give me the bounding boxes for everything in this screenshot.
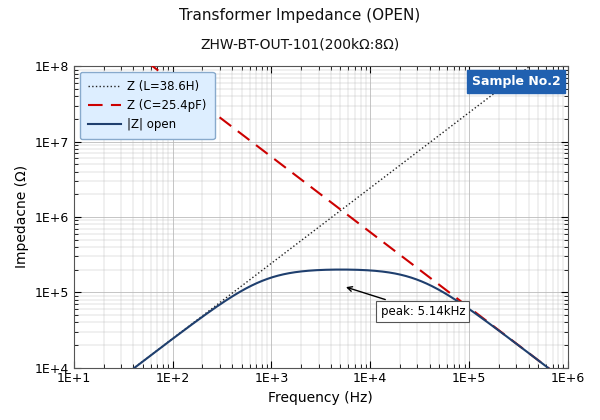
|Z| open: [338, 267, 345, 272]
Text: ZHW-BT-OUT-101(200kΩ:8Ω): ZHW-BT-OUT-101(200kΩ:8Ω): [200, 38, 400, 52]
|Z| open: [100, 388, 107, 394]
|Z| open: [545, 366, 553, 371]
Legend: Z (L=38.6H), Z (C=25.4pF), |Z| open: Z (L=38.6H), Z (C=25.4pF), |Z| open: [80, 72, 215, 139]
Text: peak: 5.14kHz: peak: 5.14kHz: [347, 287, 465, 318]
Line: Z (C=25.4pF): Z (C=25.4pF): [74, 6, 575, 389]
|Z| open: [70, 412, 77, 417]
|Z| open: [73, 410, 80, 415]
Text: Sample No.2: Sample No.2: [472, 75, 560, 88]
|Z| open: [169, 337, 176, 342]
Z (C=25.4pF): [169, 79, 176, 84]
Text: Transformer Impedance (OPEN): Transformer Impedance (OPEN): [179, 8, 421, 24]
Z (L=38.6H): [572, 29, 579, 34]
Z (L=38.6H): [169, 336, 176, 341]
Z (C=25.4pF): [316, 191, 323, 196]
X-axis label: Frequency (Hz): Frequency (Hz): [268, 391, 373, 405]
Line: |Z| open: |Z| open: [74, 270, 575, 414]
Z (L=38.6H): [545, 49, 553, 54]
Z (L=38.6H): [91, 396, 98, 401]
Z (L=38.6H): [316, 224, 323, 229]
|Z| open: [316, 268, 323, 273]
Z (C=25.4pF): [100, 26, 107, 32]
Y-axis label: Impedacne (Ω): Impedacne (Ω): [15, 165, 29, 268]
Z (L=38.6H): [70, 412, 77, 417]
|Z| open: [91, 396, 98, 401]
Z (C=25.4pF): [572, 386, 579, 391]
Z (C=25.4pF): [70, 4, 77, 9]
Z (L=38.6H): [100, 388, 107, 394]
|Z| open: [572, 386, 579, 391]
Line: Z (L=38.6H): Z (L=38.6H): [74, 31, 575, 414]
Z (L=38.6H): [73, 410, 80, 415]
Z (C=25.4pF): [545, 366, 553, 371]
Z (C=25.4pF): [91, 19, 98, 24]
Z (C=25.4pF): [73, 5, 80, 10]
